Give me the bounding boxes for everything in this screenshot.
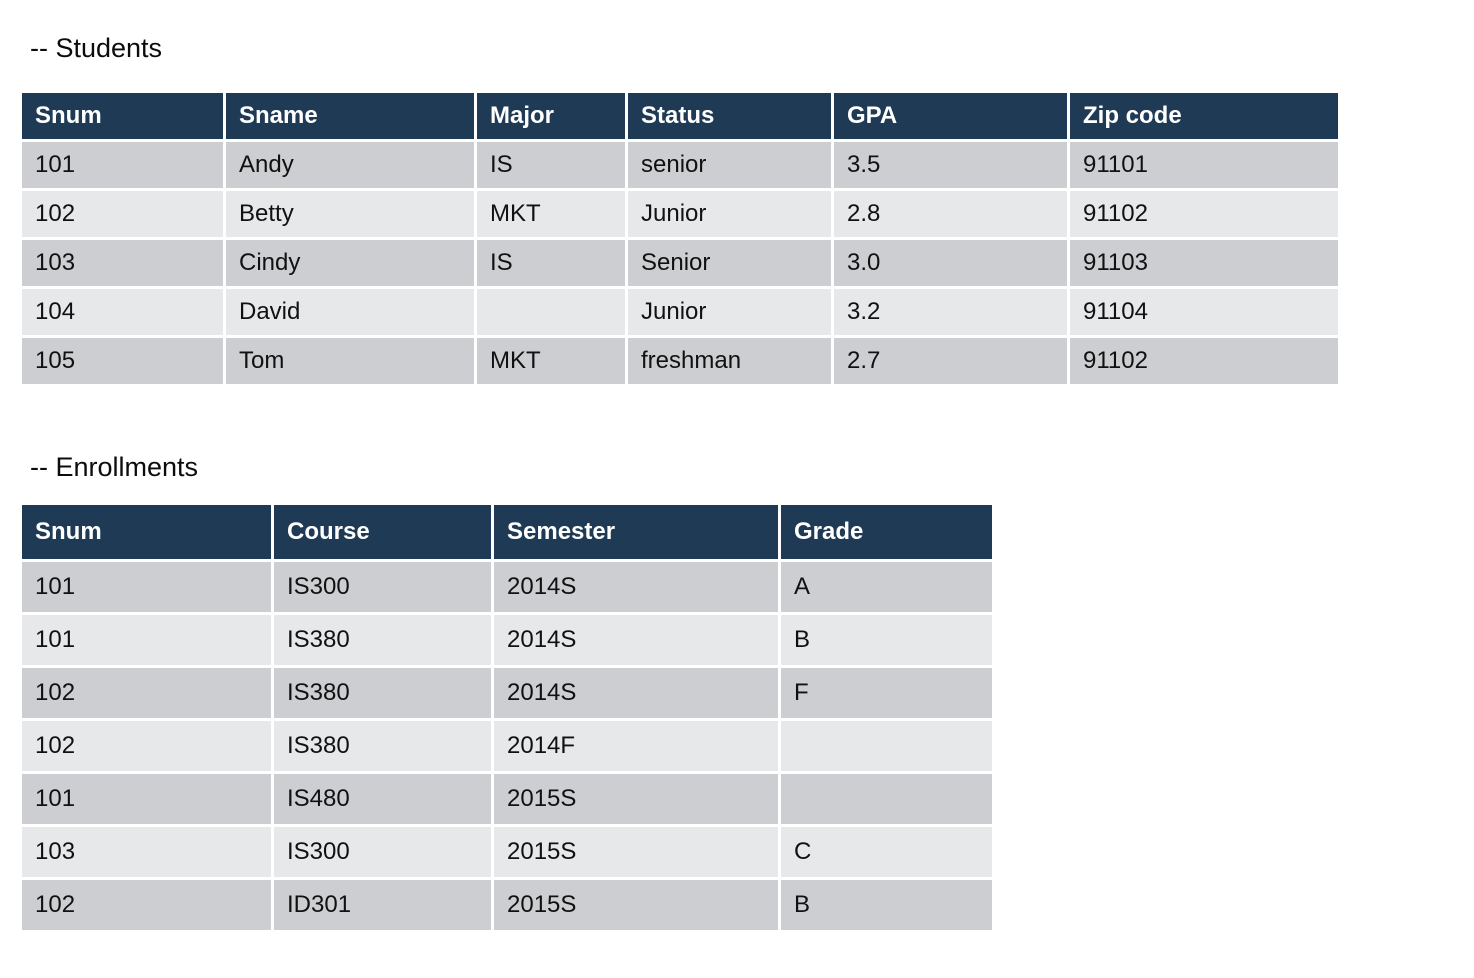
header-row: Snum Sname Major Status GPA Zip code (22, 93, 1338, 139)
table-cell: 101 (22, 142, 223, 188)
table-cell: 101 (22, 615, 271, 665)
table-header: Snum Course Semester Grade (22, 505, 992, 559)
table-row: 102 IS380 2014F (22, 721, 992, 771)
column-header: Status (628, 93, 831, 139)
table-cell: F (781, 668, 992, 718)
table-cell: 3.0 (834, 240, 1067, 286)
column-header: Major (477, 93, 625, 139)
table-cell: Tom (226, 338, 474, 384)
students-table-title: -- Students (30, 33, 163, 63)
table-row: 101 IS380 2014S B (22, 615, 992, 665)
table-cell: freshman (628, 338, 831, 384)
table-cell: ID301 (274, 880, 491, 930)
table-cell: Betty (226, 191, 474, 237)
table-cell: 103 (22, 827, 271, 877)
table-cell: MKT (477, 191, 625, 237)
table-cell: 3.5 (834, 142, 1067, 188)
table-cell: 91104 (1070, 289, 1338, 335)
table-row: 101 IS480 2015S (22, 774, 992, 824)
table-cell: 101 (22, 774, 271, 824)
table-cell: David (226, 289, 474, 335)
table-cell: 91102 (1070, 338, 1338, 384)
table-cell: MKT (477, 338, 625, 384)
column-header: Zip code (1070, 93, 1338, 139)
table-cell: IS480 (274, 774, 491, 824)
table-row: 101 IS300 2014S A (22, 562, 992, 612)
table-cell: IS300 (274, 827, 491, 877)
table-cell: IS380 (274, 615, 491, 665)
table-cell: 104 (22, 289, 223, 335)
table-cell (477, 289, 625, 335)
enrollments-table-title: -- Enrollments (30, 452, 199, 482)
table-cell: Cindy (226, 240, 474, 286)
table-cell: 2014F (494, 721, 778, 771)
table-row: 102 IS380 2014S F (22, 668, 992, 718)
students-table: Snum Sname Major Status GPA Zip code 101 Andy IS… (19, 90, 1341, 387)
table-row: 102 ID301 2015S B (22, 880, 992, 930)
table-row: 103 Cindy IS Senior 3.0 91103 (22, 240, 1338, 286)
table-cell: 103 (22, 240, 223, 286)
table-body: 101 IS300 2014S A 101 IS380 2014S B 102 IS380 2014… (22, 562, 992, 930)
table-cell: 102 (22, 721, 271, 771)
table-cell: 3.2 (834, 289, 1067, 335)
column-header: Semester (494, 505, 778, 559)
table-cell: 2015S (494, 880, 778, 930)
enrollments-table: Snum Course Semester Grade 101 IS300 2014S A 101… (19, 502, 995, 933)
column-header: GPA (834, 93, 1067, 139)
table-cell: 102 (22, 880, 271, 930)
table-cell: 2015S (494, 827, 778, 877)
table-cell (781, 774, 992, 824)
table-cell: IS (477, 142, 625, 188)
table-row: 103 IS300 2015S C (22, 827, 992, 877)
table-cell: 2014S (494, 615, 778, 665)
table-body: 101 Andy IS senior 3.5 91101 102 Betty MKT Junior… (22, 142, 1338, 384)
table-cell: 102 (22, 668, 271, 718)
table-cell (781, 721, 992, 771)
table-cell: A (781, 562, 992, 612)
table-cell: B (781, 615, 992, 665)
table-cell: C (781, 827, 992, 877)
column-header: Course (274, 505, 491, 559)
table-row: 105 Tom MKT freshman 2.7 91102 (22, 338, 1338, 384)
table-cell: IS300 (274, 562, 491, 612)
table-cell: 2.7 (834, 338, 1067, 384)
table-cell: Junior (628, 289, 831, 335)
table-cell: Senior (628, 240, 831, 286)
header-row: Snum Course Semester Grade (22, 505, 992, 559)
table-cell: senior (628, 142, 831, 188)
column-header: Snum (22, 505, 271, 559)
table-cell: Junior (628, 191, 831, 237)
table-row: 104 David Junior 3.2 91104 (22, 289, 1338, 335)
table-cell: 2.8 (834, 191, 1067, 237)
table-cell: 102 (22, 191, 223, 237)
table-cell: 2015S (494, 774, 778, 824)
column-header: Snum (22, 93, 223, 139)
table-row: 101 Andy IS senior 3.5 91101 (22, 142, 1338, 188)
table-cell: 105 (22, 338, 223, 384)
table-cell: 2014S (494, 562, 778, 612)
table-cell: 91102 (1070, 191, 1338, 237)
column-header: Grade (781, 505, 992, 559)
table-cell: IS380 (274, 721, 491, 771)
table-row: 102 Betty MKT Junior 2.8 91102 (22, 191, 1338, 237)
table-cell: 91101 (1070, 142, 1338, 188)
table-cell: 2014S (494, 668, 778, 718)
table-cell: Andy (226, 142, 474, 188)
table-cell: IS (477, 240, 625, 286)
table-cell: B (781, 880, 992, 930)
table-cell: 101 (22, 562, 271, 612)
table-cell: 91103 (1070, 240, 1338, 286)
table-header: Snum Sname Major Status GPA Zip code (22, 93, 1338, 139)
column-header: Sname (226, 93, 474, 139)
table-cell: IS380 (274, 668, 491, 718)
